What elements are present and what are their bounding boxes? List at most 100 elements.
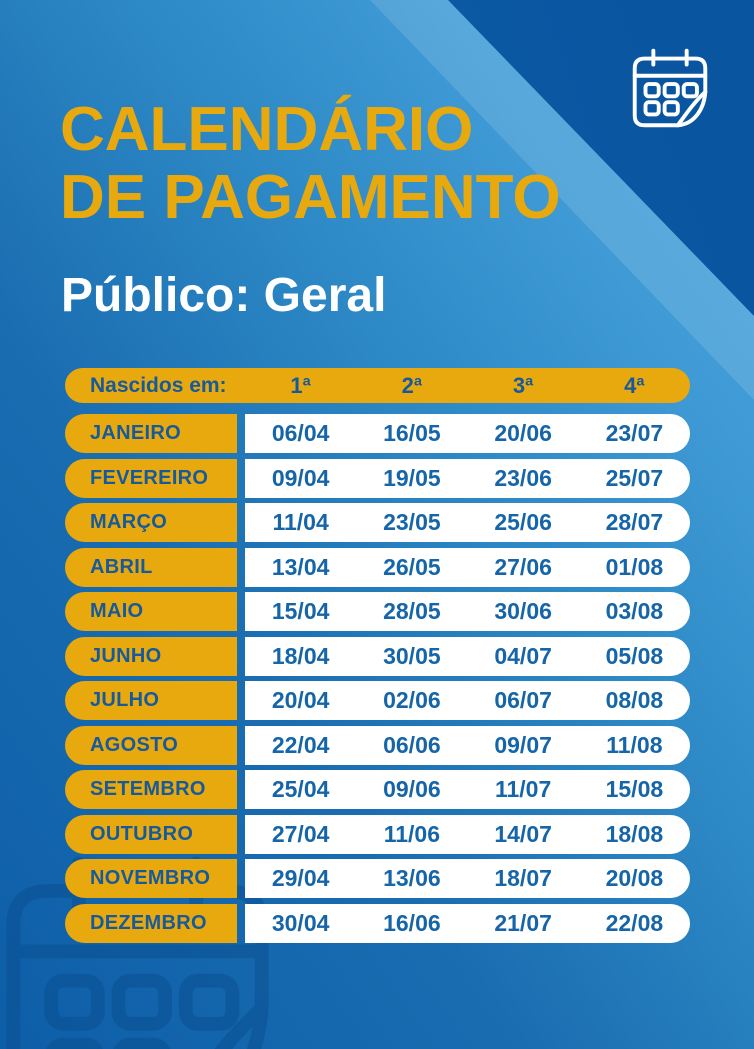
month-label: DEZEMBRO — [90, 911, 207, 934]
table-row: MAIO 15/04 28/05 30/06 03/08 — [65, 592, 690, 631]
month-label: NOVEMBRO — [90, 867, 211, 889]
date-cell: 18/08 — [605, 820, 664, 847]
date-cell: 21/07 — [494, 909, 552, 936]
table-row: OUTUBRO 27/04 11/06 14/07 18/08 — [65, 814, 690, 854]
date-cell: 29/04 — [271, 865, 330, 891]
month-label: ABRIL — [90, 555, 153, 578]
date-cell: 14/07 — [494, 820, 552, 847]
date-cell: 05/08 — [605, 642, 664, 669]
date-cell: 11/07 — [494, 776, 552, 802]
month-pill: JUNHO — [65, 636, 237, 676]
date-cell: 25/07 — [605, 464, 664, 491]
dates-box: 11/04 23/05 25/06 28/07 — [245, 503, 690, 542]
table-row: JANEIRO 06/04 16/05 20/06 23/07 — [65, 414, 690, 453]
date-cell: 11/04 — [272, 509, 329, 535]
table-row: JULHO 20/04 02/06 06/07 08/08 — [65, 681, 690, 720]
month-pill: SETEMBRO — [65, 770, 237, 809]
date-cell: 27/06 — [494, 553, 552, 580]
dates-box: 18/04 30/05 04/07 05/08 — [245, 636, 690, 676]
date-cell: 28/07 — [605, 509, 664, 535]
audience-subtitle: Público: Geral — [61, 269, 387, 322]
date-cell: 16/05 — [383, 420, 441, 446]
table-row: FEVEREIRO 09/04 19/05 23/06 25/07 — [65, 458, 690, 498]
month-label: SETEMBRO — [90, 778, 206, 800]
born-in-label: Nascidos em: — [90, 373, 227, 397]
date-cell: 26/05 — [383, 553, 441, 580]
date-cell: 13/04 — [271, 553, 330, 580]
date-cell: 15/04 — [271, 598, 330, 624]
table-row: SETEMBRO 25/04 09/06 11/07 15/08 — [65, 770, 690, 809]
date-cell: 19/05 — [383, 464, 441, 491]
table-row: MARÇO 11/04 23/05 25/06 28/07 — [65, 503, 690, 542]
date-cell: 16/06 — [383, 909, 441, 936]
date-cell: 25/04 — [271, 776, 330, 802]
dates-box: 15/04 28/05 30/06 03/08 — [245, 592, 690, 631]
month-pill: MARÇO — [65, 503, 237, 542]
payment-table: Nascidos em: 1ª 2ª 3ª 4ª JANEIRO 06/04 16/… — [65, 368, 690, 943]
table-row: NOVEMBRO 29/04 13/06 18/07 20/08 — [65, 859, 690, 898]
date-cell: 18/04 — [271, 642, 330, 669]
date-cell: 30/06 — [494, 598, 552, 624]
date-cell: 11/08 — [606, 731, 663, 758]
date-cell: 09/07 — [494, 731, 552, 758]
dates-box: 13/04 26/05 27/06 01/08 — [245, 547, 690, 587]
table-row: DEZEMBRO 30/04 16/06 21/07 22/08 — [65, 903, 690, 943]
month-label: MARÇO — [90, 511, 168, 533]
page-title-line1: CALENDÁRIO — [60, 95, 474, 164]
table-header-row: Nascidos em: 1ª 2ª 3ª 4ª — [65, 368, 690, 403]
date-cell: 02/06 — [383, 687, 441, 713]
page-title-line2: DE PAGAMENTO — [60, 163, 561, 232]
date-cell: 30/05 — [383, 642, 441, 669]
page-title: CALENDÁRIO DE PAGAMENTO — [60, 96, 561, 232]
calendar-icon — [621, 39, 719, 137]
month-label: OUTUBRO — [90, 822, 194, 845]
dates-box: 06/04 16/05 20/06 23/07 — [245, 414, 690, 453]
dates-box: 25/04 09/06 11/07 15/08 — [245, 770, 690, 809]
column-header-4: 4ª — [624, 372, 645, 398]
date-cell: 03/08 — [605, 598, 664, 624]
date-cell: 23/07 — [605, 420, 664, 446]
month-label: JUNHO — [90, 644, 162, 667]
date-cell: 11/06 — [383, 820, 441, 847]
month-pill: NOVEMBRO — [65, 859, 237, 898]
table-row: ABRIL 13/04 26/05 27/06 01/08 — [65, 547, 690, 587]
date-cell: 18/07 — [494, 865, 552, 891]
month-pill: JULHO — [65, 681, 237, 720]
date-cell: 06/07 — [494, 687, 552, 713]
date-cell: 28/05 — [383, 598, 441, 624]
date-cell: 30/04 — [271, 909, 330, 936]
date-cell: 06/06 — [383, 731, 441, 758]
date-cell: 23/06 — [494, 464, 552, 491]
date-cell: 08/08 — [605, 687, 664, 713]
month-label: JANEIRO — [90, 422, 182, 444]
date-cell: 20/04 — [271, 687, 330, 713]
month-pill: JANEIRO — [65, 414, 237, 453]
date-cell: 09/06 — [383, 776, 441, 802]
date-cell: 20/06 — [494, 420, 552, 446]
column-header-2: 2ª — [401, 372, 423, 398]
month-pill: OUTUBRO — [65, 814, 237, 854]
date-cell: 25/06 — [494, 509, 552, 535]
month-label: FEVEREIRO — [90, 466, 209, 489]
date-cell: 04/07 — [494, 642, 552, 669]
dates-box: 09/04 19/05 23/06 25/07 — [245, 458, 690, 498]
date-cell: 15/08 — [605, 776, 664, 802]
payment-table-rows: JANEIRO 06/04 16/05 20/06 23/07 FEVEREIRO 09/0… — [65, 414, 690, 943]
date-cell: 20/08 — [605, 865, 664, 891]
dates-box: 30/04 16/06 21/07 22/08 — [245, 903, 690, 943]
month-pill: AGOSTO — [65, 725, 237, 765]
date-cell: 22/04 — [271, 731, 330, 758]
month-label: AGOSTO — [90, 733, 179, 756]
date-cell: 06/04 — [271, 420, 330, 446]
month-pill: FEVEREIRO — [65, 458, 237, 498]
date-cell: 27/04 — [271, 820, 330, 847]
dates-box: 27/04 11/06 14/07 18/08 — [245, 814, 690, 854]
table-row: AGOSTO 22/04 06/06 09/07 11/08 — [65, 725, 690, 765]
month-label: MAIO — [90, 600, 144, 622]
date-cell: 22/08 — [605, 909, 664, 936]
column-header-3: 3ª — [512, 372, 534, 398]
month-pill: DEZEMBRO — [65, 903, 237, 943]
table-row: JUNHO 18/04 30/05 04/07 05/08 — [65, 636, 690, 676]
date-cell: 13/06 — [383, 865, 441, 891]
